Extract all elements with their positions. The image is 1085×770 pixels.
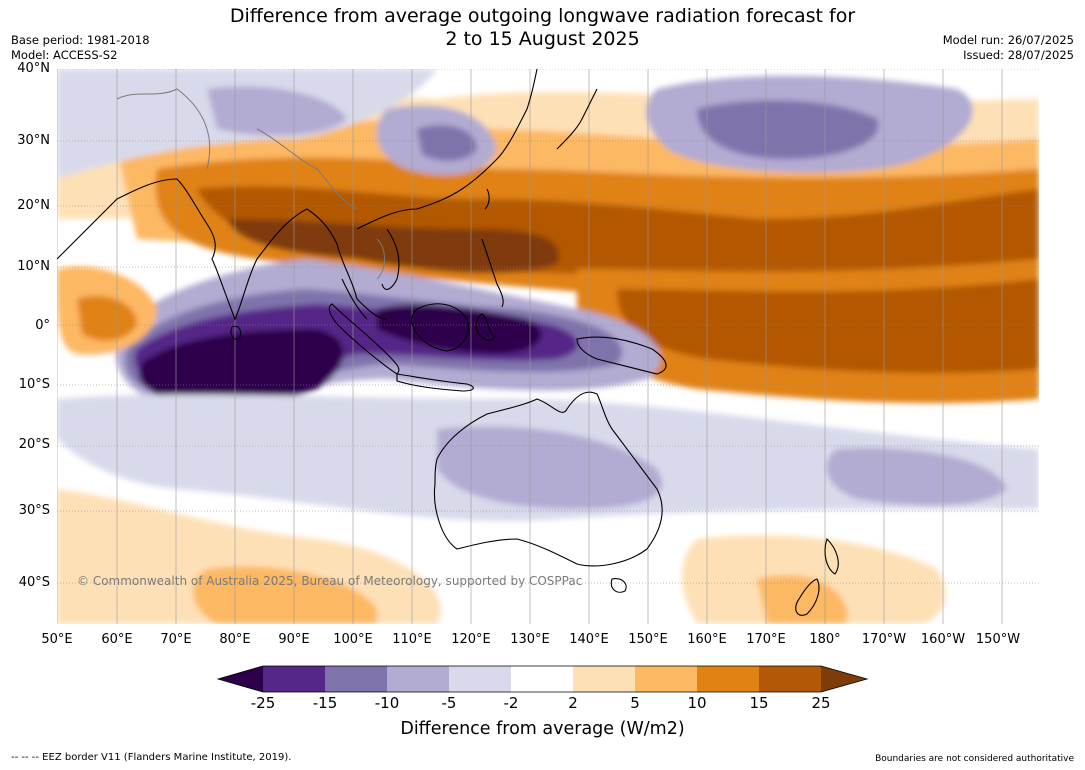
eez-note: -- -- -- EEZ border V11 (Flanders Marine…	[11, 752, 292, 763]
lat-label-10s: 10°S	[18, 377, 50, 392]
lat-label-40n: 40°N	[17, 61, 50, 76]
anomaly-map	[57, 69, 1039, 624]
lon-label-150e: 150°E	[628, 632, 668, 647]
colorbar-swatch	[387, 666, 449, 692]
lon-label-50e: 50°E	[41, 632, 73, 647]
colorbar-swatch	[573, 666, 635, 692]
lon-label-110e: 110°E	[392, 632, 432, 647]
lon-label-120e: 120°E	[451, 632, 491, 647]
colorbar-label: -5	[441, 694, 457, 712]
lon-label-170e: 170°E	[746, 632, 786, 647]
meridians	[57, 69, 1003, 624]
colorbar-swatch	[263, 666, 325, 692]
copyright-notice: © Commonwealth of Australia 2025, Bureau…	[77, 574, 583, 588]
colorbar-label: 10	[687, 694, 707, 712]
colorbar-swatch	[697, 666, 759, 692]
lon-label-160w: 160°W	[920, 632, 966, 647]
lon-label-80e: 80°E	[219, 632, 251, 647]
lon-label-100e: 100°E	[333, 632, 373, 647]
lat-label-20s: 20°S	[18, 437, 50, 452]
lon-label-150w: 150°W	[975, 632, 1021, 647]
lon-label-130e: 130°E	[510, 632, 550, 647]
lon-label-180: 180°	[809, 632, 841, 647]
lat-label-40s: 40°S	[18, 575, 50, 590]
colorbar-label: -10	[374, 694, 400, 712]
model-run: Model run: 26/07/2025	[942, 33, 1074, 47]
lon-label-140e: 140°E	[569, 632, 609, 647]
lat-label-20n: 20°N	[17, 198, 50, 213]
lat-label-10n: 10°N	[17, 259, 50, 274]
anomaly-map-svg	[57, 69, 1039, 624]
lon-label-60e: 60°E	[101, 632, 133, 647]
country-borders	[116, 88, 385, 280]
colorbar-swatch	[635, 666, 697, 692]
colorbar-label: 15	[749, 694, 769, 712]
colorbar-label: -25	[250, 694, 276, 712]
title-line-2: 2 to 15 August 2025	[445, 28, 640, 50]
lon-label-160e: 160°E	[687, 632, 727, 647]
lat-label-30n: 30°N	[17, 133, 50, 148]
issued-date: Issued: 28/07/2025	[963, 48, 1074, 62]
meta-left: Base period: 1981-2018 Model: ACCESS-S2	[11, 33, 150, 63]
colorbar-label: 5	[630, 694, 640, 712]
boundaries-note: Boundaries are not considered authoritat…	[875, 754, 1074, 764]
colorbar-swatch	[511, 666, 573, 692]
colorbar-swatch	[449, 666, 511, 692]
colorbar-swatch	[759, 666, 821, 692]
colorbar-min-triangle	[218, 666, 263, 692]
colorbar-max-triangle	[821, 666, 867, 692]
title-line-1: Difference from average outgoing longwav…	[229, 5, 856, 27]
colorbar-outline	[216, 665, 869, 693]
colorbar	[216, 665, 869, 693]
lat-label-30s: 30°S	[18, 503, 50, 518]
lat-label-0: 0°	[35, 318, 50, 333]
meta-right: Model run: 26/07/2025 Issued: 28/07/2025	[943, 33, 1074, 63]
lon-label-170w: 170°W	[861, 632, 907, 647]
base-period: Base period: 1981-2018	[11, 33, 150, 47]
colorbar-label: 25	[811, 694, 831, 712]
anomaly-fields	[57, 69, 1039, 624]
colorbar-label: -2	[503, 694, 519, 712]
colorbar-title: Difference from average (W/m2)	[400, 719, 685, 739]
chart-title: Difference from average outgoing longwav…	[0, 5, 1085, 51]
lon-label-70e: 70°E	[160, 632, 192, 647]
colorbar-label: 2	[568, 694, 578, 712]
colorbar-swatch	[325, 666, 387, 692]
coastlines	[57, 69, 839, 616]
colorbar-label: -15	[312, 694, 338, 712]
model-name: Model: ACCESS-S2	[11, 48, 118, 62]
lon-label-90e: 90°E	[278, 632, 310, 647]
